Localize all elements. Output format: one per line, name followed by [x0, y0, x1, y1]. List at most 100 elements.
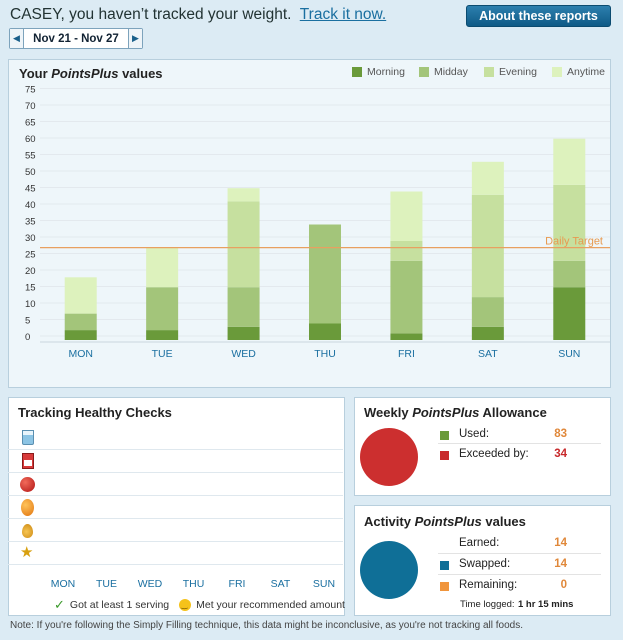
- bar-segment-anytime: [227, 188, 260, 202]
- stat-swatch: [440, 451, 449, 460]
- check-row-divider: [8, 564, 343, 565]
- y-tick-label: 75: [25, 85, 36, 96]
- stat-label: Exceeded by:: [459, 448, 529, 460]
- bar-segment-morning: [390, 333, 423, 340]
- bar-segment-evening: [471, 194, 504, 298]
- chevron-left-icon: ◀: [13, 33, 20, 43]
- about-reports-button[interactable]: About these reports: [466, 5, 611, 27]
- bar-segment-midday: [471, 297, 504, 327]
- checks-legend: ✓ Got at least 1 serving ‿ Met your reco…: [54, 597, 345, 613]
- bar-segment-anytime: [471, 161, 504, 195]
- bar-segment-midday: [390, 260, 423, 334]
- bar-segment-evening: [553, 184, 586, 261]
- bar-segment-midday: [553, 260, 586, 288]
- bar-segment-anytime: [390, 191, 423, 241]
- date-range-label: Nov 21 - Nov 27: [33, 32, 119, 45]
- legend-swatch: [552, 67, 562, 77]
- apple-icon: [20, 475, 36, 493]
- water-glass-icon: [20, 429, 36, 447]
- allowance-title-suffix: Allowance: [479, 405, 547, 420]
- stat-divider: [438, 574, 601, 575]
- check-day-label: FRI: [228, 578, 246, 590]
- x-tick-label: THU: [314, 348, 336, 360]
- stat-value: 34: [554, 448, 567, 460]
- daily-target-label: Daily Target: [545, 236, 603, 248]
- check-day-label: SUN: [312, 578, 336, 590]
- legend-label: Evening: [499, 66, 537, 78]
- y-tick-label: 0: [25, 332, 30, 343]
- y-tick-label: 30: [25, 233, 36, 244]
- stat-divider: [438, 553, 601, 554]
- legend-got-serving: Got at least 1 serving: [69, 599, 170, 611]
- activity-title-prefix: Activity: [364, 514, 415, 529]
- x-tick-label: TUE: [152, 348, 173, 360]
- check-row: [8, 495, 343, 518]
- next-week-button[interactable]: ▶: [128, 29, 142, 48]
- y-tick-label: 50: [25, 167, 36, 178]
- stat-label: Used:: [459, 428, 490, 440]
- orange-icon: [20, 498, 36, 516]
- check-row: [8, 541, 343, 564]
- bar-segment-evening: [390, 241, 423, 261]
- time-logged-label: Time logged:: [460, 599, 515, 610]
- chart-title-prefix: Your: [19, 66, 52, 81]
- chart-title-italic: PointsPlus: [51, 66, 119, 81]
- bar-segment-evening: [227, 201, 260, 288]
- track-weight-link[interactable]: Track it now.: [299, 6, 387, 23]
- chevron-right-icon: ▶: [132, 33, 139, 43]
- checkmark-icon: ✓: [54, 597, 65, 612]
- checks-title: Tracking Healthy Checks: [18, 405, 172, 420]
- allowance-title: Weekly PointsPlus Allowance: [364, 405, 547, 420]
- footer-note: Note: If you're following the Simply Fil…: [10, 620, 523, 631]
- stat-label: Remaining:: [459, 579, 518, 591]
- stat-value: 14: [554, 537, 567, 549]
- milk-carton-icon: [20, 452, 36, 470]
- legend-swatch: [484, 67, 494, 77]
- bar-segment-midday: [64, 313, 97, 331]
- bar-segment-morning: [471, 326, 504, 340]
- y-tick-label: 15: [25, 283, 36, 294]
- legend-item-morning: Morning: [352, 66, 405, 78]
- y-tick-label: 35: [25, 217, 36, 228]
- points-chart: 0 5 10 15 20 25 30 35 40 45 50 55 60 65 70 75 MON TUE WED T…: [25, 85, 610, 360]
- check-row: [8, 518, 343, 541]
- legend-label: Morning: [367, 66, 405, 78]
- legend-label: Anytime: [567, 66, 605, 78]
- activity-title-italic: PointsPlus: [414, 514, 482, 529]
- bar-segment-midday: [227, 287, 260, 327]
- bar-segment-morning: [227, 326, 260, 340]
- activity-title: Activity PointsPlus values: [364, 514, 526, 529]
- allowance-title-italic: PointsPlus: [412, 405, 480, 420]
- greeting: CASEY, you haven’t tracked your weight. …: [10, 6, 386, 24]
- y-tick-label: 5: [25, 316, 30, 327]
- check-day-label: SAT: [270, 578, 291, 590]
- y-tick-label: 65: [25, 118, 36, 129]
- y-tick-label: 10: [25, 299, 36, 310]
- date-range-selector: ◀ Nov 21 - Nov 27 ▶: [9, 28, 143, 49]
- oil-drop-icon: [20, 521, 36, 539]
- check-day-label: TUE: [96, 578, 117, 590]
- legend-label: Midday: [434, 66, 468, 78]
- y-tick-label: 55: [25, 151, 36, 162]
- greeting-text: CASEY, you haven’t tracked your weight.: [10, 6, 292, 23]
- legend-item-evening: Evening: [484, 66, 537, 78]
- bar-segment-midday: [146, 287, 179, 331]
- legend-swatch: [352, 67, 362, 77]
- y-tick-label: 20: [25, 266, 36, 277]
- x-tick-label: FRI: [398, 348, 415, 360]
- check-day-label: WED: [137, 578, 163, 590]
- running-man-icon: ★: [20, 544, 34, 561]
- stat-value: 14: [554, 558, 567, 570]
- stat-swatch: [440, 561, 449, 570]
- check-row: [8, 449, 343, 472]
- chart-title: Your PointsPlus values: [19, 66, 163, 81]
- activity-title-suffix: values: [481, 514, 526, 529]
- previous-week-button[interactable]: ◀: [10, 29, 24, 48]
- y-tick-label: 40: [25, 200, 36, 211]
- time-logged-value: 1 hr 15 mins: [518, 599, 574, 610]
- check-day-label: MON: [50, 578, 76, 590]
- bar-segment-midday: [309, 224, 341, 324]
- legend-item-midday: Midday: [419, 66, 468, 78]
- check-row: [8, 472, 343, 495]
- top-bar: CASEY, you haven’t tracked your weight. …: [0, 0, 623, 58]
